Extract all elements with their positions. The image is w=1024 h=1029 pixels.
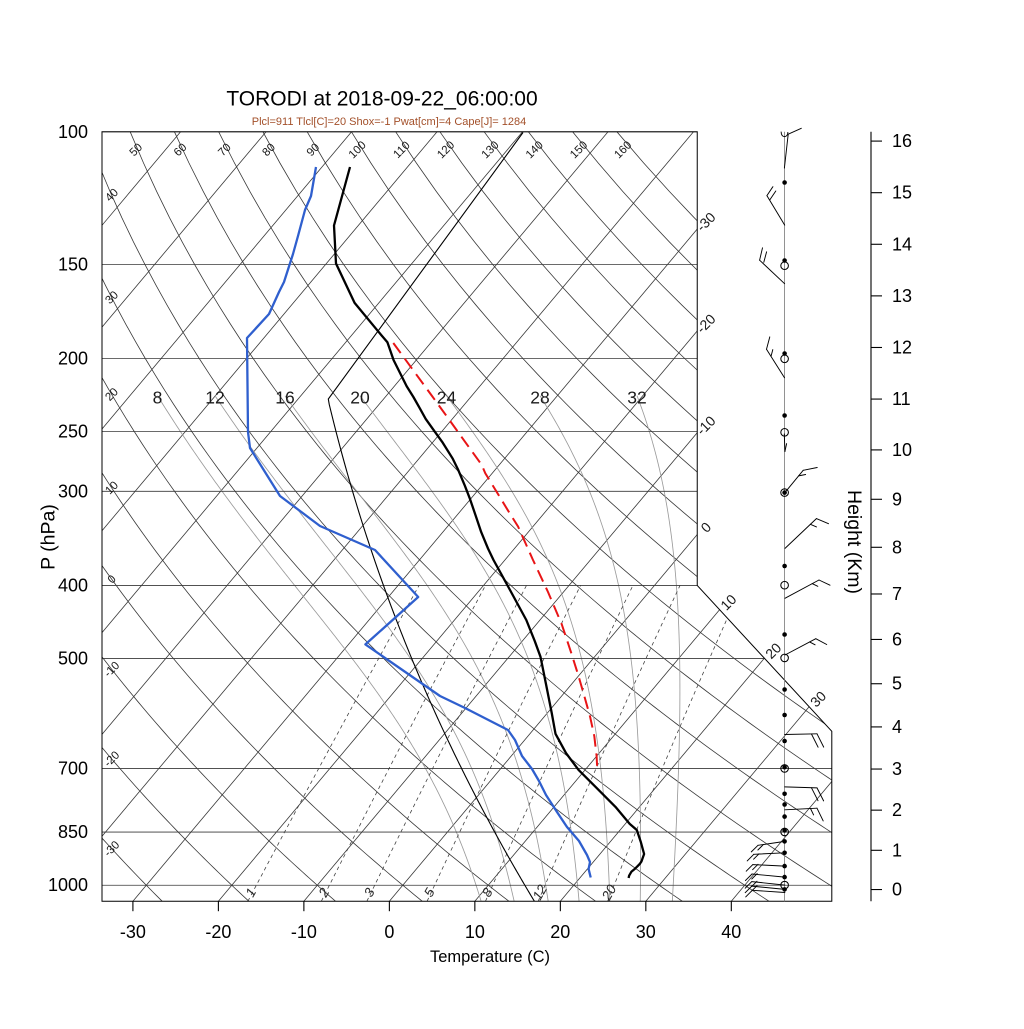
svg-text:200: 200 [58, 349, 88, 369]
svg-text:Height (Km): Height (Km) [843, 490, 865, 594]
svg-text:150: 150 [58, 255, 88, 275]
svg-text:P (hPa): P (hPa) [38, 504, 60, 570]
svg-text:13: 13 [892, 286, 912, 306]
svg-text:8: 8 [153, 388, 163, 408]
svg-text:-10: -10 [291, 922, 317, 942]
svg-text:-20: -20 [205, 922, 231, 942]
svg-text:1: 1 [892, 840, 902, 860]
svg-text:0: 0 [892, 880, 902, 900]
svg-text:28: 28 [530, 388, 549, 408]
svg-text:4: 4 [892, 717, 902, 737]
svg-text:9: 9 [892, 489, 902, 509]
svg-text:14: 14 [892, 234, 912, 254]
svg-text:-30: -30 [120, 922, 146, 942]
svg-text:2: 2 [892, 800, 902, 820]
svg-text:12: 12 [205, 388, 224, 408]
svg-text:6: 6 [892, 629, 902, 649]
svg-text:10: 10 [892, 440, 912, 460]
svg-text:15: 15 [892, 183, 912, 203]
svg-text:40: 40 [721, 922, 741, 942]
svg-text:100: 100 [58, 122, 88, 142]
svg-text:300: 300 [58, 481, 88, 501]
svg-text:20: 20 [550, 922, 570, 942]
svg-text:Temperature (C): Temperature (C) [430, 948, 550, 966]
svg-text:16: 16 [892, 131, 912, 151]
svg-text:Plcl=911 Tlcl[C]=20 Shox=-1 Pw: Plcl=911 Tlcl[C]=20 Shox=-1 Pwat[cm]=4 C… [252, 116, 526, 128]
svg-text:250: 250 [58, 422, 88, 442]
svg-text:30: 30 [636, 922, 656, 942]
svg-text:3: 3 [892, 759, 902, 779]
svg-text:500: 500 [58, 648, 88, 668]
svg-text:24: 24 [437, 388, 457, 408]
svg-text:8: 8 [892, 537, 902, 557]
svg-text:10: 10 [465, 922, 485, 942]
svg-text:11: 11 [892, 389, 911, 409]
svg-text:16: 16 [275, 388, 294, 408]
svg-text:12: 12 [530, 882, 551, 903]
svg-text:7: 7 [892, 584, 902, 604]
svg-text:700: 700 [58, 759, 88, 779]
svg-text:TORODI at 2018-09-22_06:00:00: TORODI at 2018-09-22_06:00:00 [226, 88, 537, 111]
svg-text:5: 5 [892, 674, 902, 694]
svg-text:850: 850 [58, 822, 88, 842]
svg-text:0: 0 [384, 922, 394, 942]
svg-text:400: 400 [58, 575, 88, 595]
svg-text:20: 20 [598, 882, 619, 904]
svg-text:12: 12 [892, 338, 912, 358]
svg-text:20: 20 [350, 388, 370, 408]
svg-text:1000: 1000 [48, 875, 88, 895]
svg-text:32: 32 [627, 388, 646, 408]
